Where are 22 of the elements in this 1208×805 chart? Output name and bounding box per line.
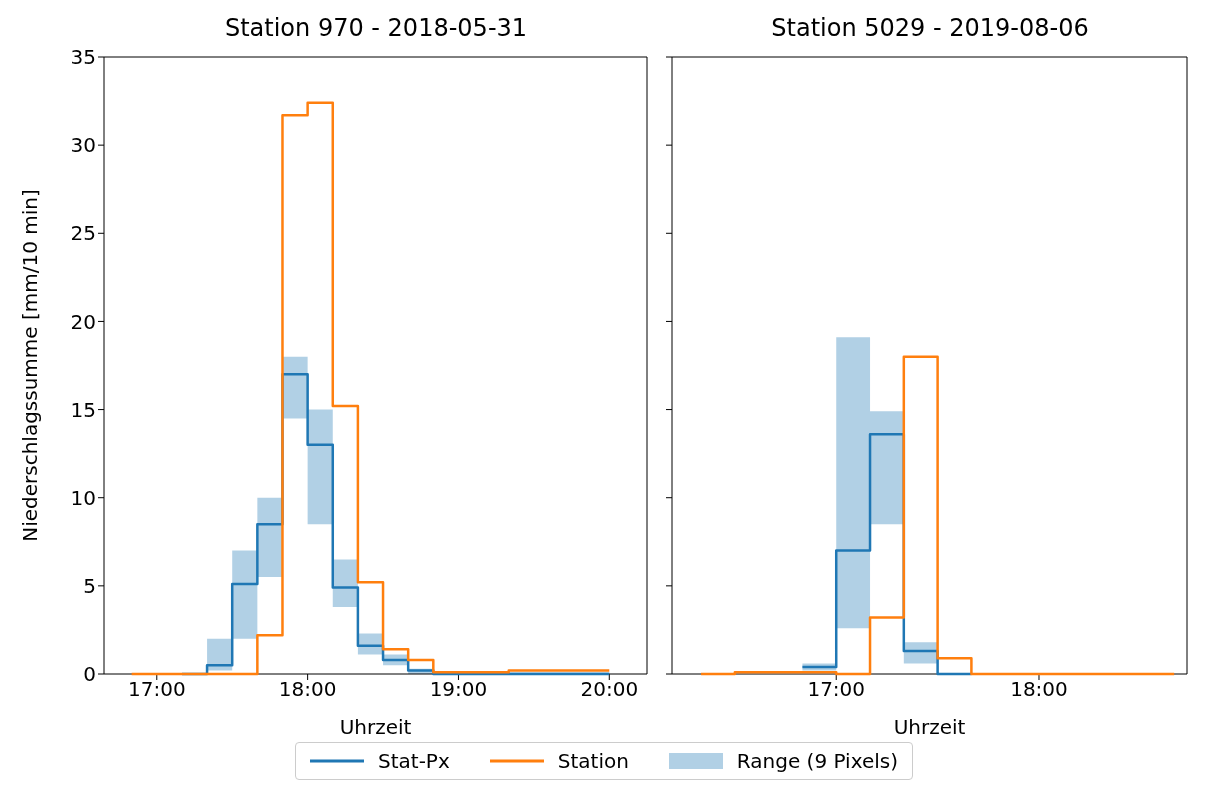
chart-title: Station 970 - 2018-05-31 [224,14,528,42]
x-axis-title: Uhrzeit [893,715,966,739]
x-tick-label: 19:00 [429,677,488,702]
x-tick-label: 20:00 [580,677,639,702]
x-tick-label: 18:00 [278,677,337,702]
x-tick-label: 17:00 [807,677,866,702]
y-tick-label: 30 [70,133,96,158]
y-tick-label: 35 [70,45,96,70]
x-tick-label: 18:00 [1010,677,1068,702]
y-tick-label: 25 [70,221,96,246]
y-tick-label: 15 [70,397,96,422]
legend-label: Station [557,749,629,773]
text: Range (9 Pixels) [736,749,898,773]
y-tick-label: 0 [83,662,96,687]
chart-title: Station 5029 - 2019-08-06 [770,13,1090,44]
y-tick-label: 20 [70,309,96,334]
y-axis-title: Niederschlagssumme [mm/10 min] [18,189,43,542]
x-tick-label: 17:00 [127,677,186,702]
x-axis-title: Uhrzeit [339,715,412,739]
y-tick-label: 10 [70,485,96,510]
legend-label: Stat-Px [378,749,450,773]
y-tick-label: 5 [83,573,96,598]
